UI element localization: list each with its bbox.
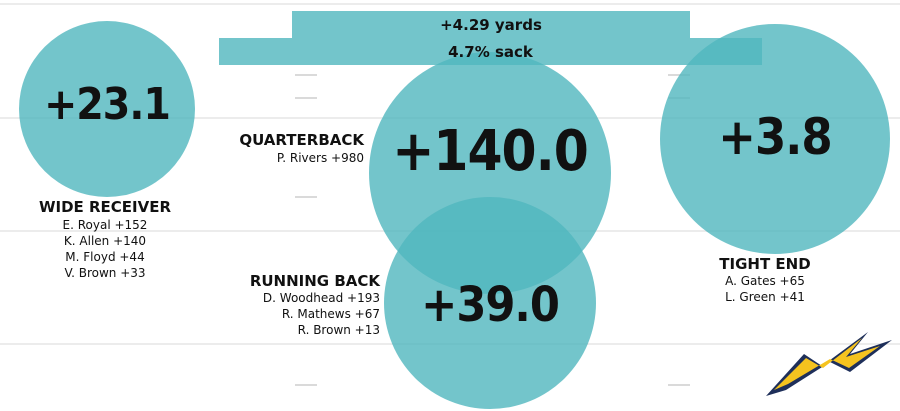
wide-receiver-value: +23.1 xyxy=(44,79,171,130)
yard-tick xyxy=(668,384,690,386)
wide-receiver-player: E. Royal +152 xyxy=(62,218,148,232)
field-line xyxy=(0,3,900,5)
wide-receiver-player: V. Brown +33 xyxy=(64,266,146,280)
wide-receiver-player: K. Allen +140 xyxy=(63,234,147,248)
running-back-value: +39.0 xyxy=(421,277,560,333)
tight-end-player: A. Gates +65 xyxy=(725,274,805,288)
wide-receiver-bubble xyxy=(19,21,195,197)
sack-bar-label: 4.7% sack xyxy=(448,42,533,61)
yard-tick xyxy=(295,97,317,99)
wide-receiver-title: WIDE RECEIVER xyxy=(38,198,172,216)
running-back-title: RUNNING BACK xyxy=(249,272,380,290)
wide-receiver-player: M. Floyd +44 xyxy=(65,250,145,264)
lightning-bolt-icon xyxy=(766,332,892,396)
running-back-player: R. Brown +13 xyxy=(297,323,380,337)
yards-bar: +4.29 yards xyxy=(292,11,690,38)
yard-tick xyxy=(295,384,317,386)
yards-bar-label: +4.29 yards xyxy=(440,15,542,34)
running-back-bubble xyxy=(384,197,596,409)
yard-tick xyxy=(295,74,317,76)
quarterback-player: P. Rivers +980 xyxy=(276,151,364,165)
tight-end-title: TIGHT END xyxy=(719,255,811,273)
tight-end-value: +3.8 xyxy=(718,108,832,166)
quarterback-title: QUARTERBACK xyxy=(239,131,364,149)
running-back-player: D. Woodhead +193 xyxy=(262,291,380,305)
tight-end-player: L. Green +41 xyxy=(725,290,805,304)
yard-tick xyxy=(295,196,317,198)
running-back-player: R. Mathews +67 xyxy=(281,307,380,321)
quarterback-value: +140.0 xyxy=(392,119,589,184)
sack-bar: 4.7% sack xyxy=(219,38,762,65)
